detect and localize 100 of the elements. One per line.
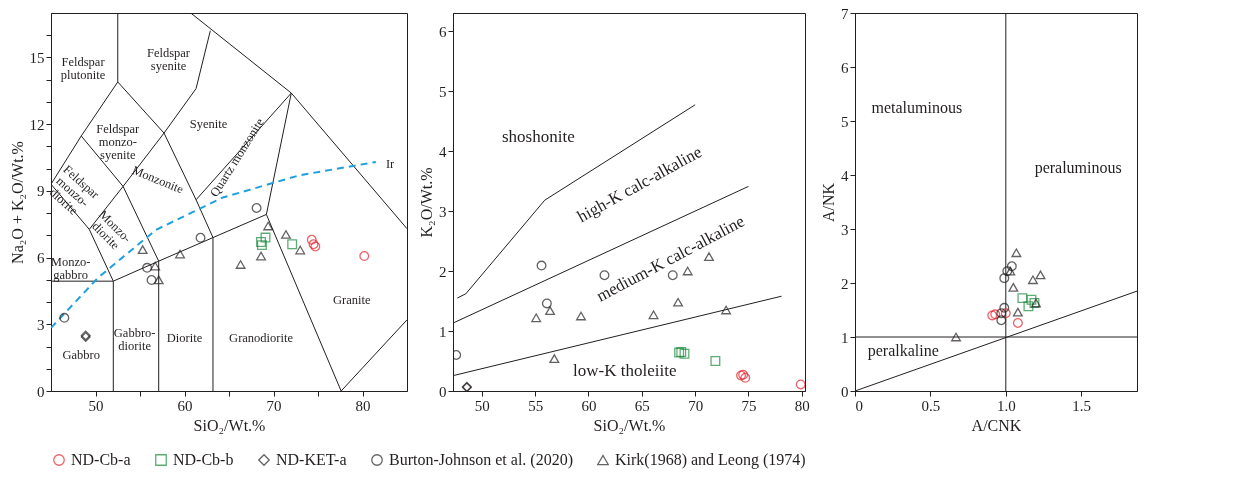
point [1026, 294, 1037, 305]
y-tick-label: 0 [439, 383, 447, 400]
y-tick-label: 6 [37, 250, 45, 267]
legend-label: Kirk(1968) and Leong (1974) [615, 451, 806, 469]
point [1006, 261, 1017, 272]
x-tick-label: 1.5 [1072, 397, 1092, 414]
x-tick-label: 55 [528, 397, 544, 414]
y-tick-label: 5 [841, 113, 849, 130]
y-tick-label: 12 [29, 116, 45, 133]
annotation: metaluminous [871, 99, 963, 117]
annotation: Syenite [189, 117, 228, 132]
point [795, 379, 805, 390]
annotation: peralkaline [867, 342, 939, 361]
annotation: Diorite [166, 330, 203, 345]
point [1023, 301, 1034, 312]
y-tick-label: 0 [37, 383, 45, 400]
point [951, 332, 962, 342]
point [682, 266, 693, 276]
point [999, 302, 1010, 313]
y-tick-label: 4 [841, 167, 849, 184]
point [710, 356, 721, 366]
legend-label: ND-Cb-a [71, 451, 131, 468]
point [175, 249, 186, 259]
point [996, 308, 1007, 319]
annotation: Gabbro [62, 348, 101, 363]
point [673, 297, 684, 307]
point [996, 315, 1007, 326]
point [1012, 317, 1023, 328]
y-tick-label: 6 [439, 23, 447, 40]
point [263, 221, 274, 231]
x-tick-label: 50 [88, 397, 104, 414]
legend-label: Burton-Johnson et al. (2020) [389, 451, 573, 469]
point [256, 251, 267, 261]
point [235, 260, 246, 269]
x-tick-label: 80 [794, 397, 810, 414]
annotation: Granodiorite [229, 330, 294, 345]
point [260, 232, 271, 243]
annotation: Feldspar plutonite [60, 54, 106, 83]
point [536, 260, 547, 271]
point [1027, 275, 1038, 285]
x-tick-label: 65 [634, 397, 650, 414]
y-tick-label: 3 [439, 203, 447, 220]
y-tick-label: 15 [29, 49, 45, 66]
y-tick-label: 2 [841, 275, 849, 292]
y-tick-label: 5 [439, 83, 447, 100]
annotation: Feldspar monzo- syenite [96, 121, 141, 162]
x-tick-label: 50 [474, 397, 490, 414]
x-tick-label: 60 [581, 397, 597, 414]
x-tick-label: 70 [688, 397, 704, 414]
annotation: Gabbro- diorite [113, 326, 156, 354]
point [195, 232, 206, 243]
y-tick-label: 3 [37, 316, 45, 333]
x-tick-label: 60 [177, 397, 193, 414]
annotation: Feldspar syenite [146, 46, 191, 74]
point [280, 230, 291, 239]
point [359, 251, 370, 261]
annotation: shoshonite [501, 126, 575, 146]
y-tick-label: 9 [37, 183, 45, 200]
point [1008, 282, 1019, 292]
point [1035, 270, 1046, 280]
x-tick-label: 70 [266, 397, 282, 414]
point [999, 273, 1010, 284]
x-tick-label: 80 [355, 397, 371, 414]
y-tick-label: 2 [439, 263, 447, 280]
y-tick-label: 0 [841, 383, 849, 400]
x-axis-title: SiO₂/Wt.% [193, 416, 266, 434]
annotation: Ir [385, 157, 396, 172]
point [1000, 308, 1011, 319]
annotation: low-K tholeiite [573, 360, 677, 380]
point [545, 306, 556, 315]
point [1017, 293, 1028, 304]
x-axis-title: SiO₂/Wt.% [593, 416, 666, 434]
point [453, 350, 462, 360]
point [1012, 307, 1023, 317]
point [531, 313, 542, 323]
y-tick-label: 6 [841, 59, 849, 76]
x-tick-label: 75 [741, 397, 757, 414]
point [549, 354, 560, 363]
x-axis-title: A/CNK [971, 416, 1022, 434]
point [306, 234, 317, 245]
y-tick-label: 4 [439, 143, 447, 160]
x-tick-label: 0 [855, 397, 863, 414]
point [541, 298, 552, 309]
legend-label: ND-Cb-b [173, 451, 234, 468]
point [295, 245, 306, 255]
x-tick-label: 0.5 [921, 397, 941, 414]
annotation: Monzo- gabbro [50, 255, 91, 283]
point [256, 240, 267, 251]
point [1011, 248, 1022, 258]
x-tick-label: 1.0 [996, 397, 1016, 414]
y-axis-title: K₂O/Wt.% [418, 167, 435, 238]
point [256, 237, 267, 247]
annotation: peraluminous [1034, 158, 1122, 177]
point [59, 312, 70, 323]
y-tick-label: 3 [841, 221, 849, 238]
point [251, 203, 262, 213]
legend-label: ND-KET-a [276, 451, 347, 468]
point [667, 270, 678, 281]
point [287, 239, 298, 250]
y-axis-title: A/NK [820, 182, 837, 223]
